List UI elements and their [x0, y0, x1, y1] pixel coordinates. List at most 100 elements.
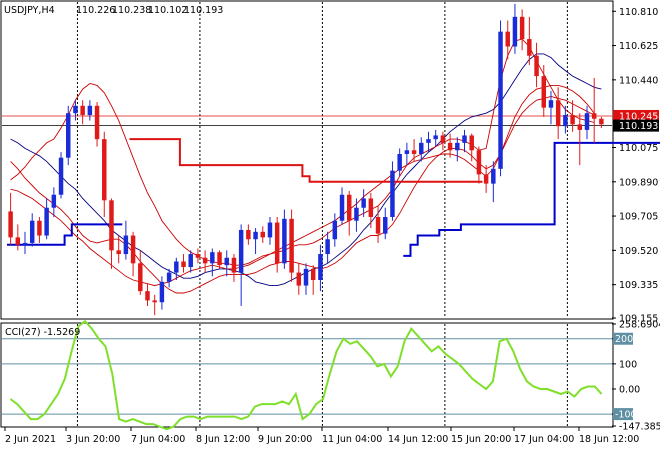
candle-body[interactable] — [375, 216, 381, 234]
candle-body[interactable] — [404, 150, 410, 154]
candle-body[interactable] — [512, 16, 518, 47]
candle-body[interactable] — [534, 55, 539, 77]
candle-body[interactable] — [505, 31, 510, 47]
candle-body[interactable] — [584, 113, 590, 130]
step-channel-line[interactable] — [129, 138, 483, 183]
candle-body[interactable] — [599, 118, 604, 125]
candle-body[interactable] — [181, 261, 186, 268]
candle-body[interactable] — [22, 242, 28, 245]
candle-body[interactable] — [476, 150, 482, 175]
candle-body[interactable] — [419, 142, 424, 154]
candle-body[interactable] — [426, 139, 431, 143]
candle-body[interactable] — [354, 207, 359, 221]
step-channel-line[interactable] — [403, 141, 660, 257]
candle-body[interactable] — [332, 220, 338, 240]
candle-body[interactable] — [260, 231, 266, 238]
candle-body[interactable] — [253, 231, 258, 240]
candle-body[interactable] — [102, 139, 107, 201]
candle-body[interactable] — [447, 142, 453, 151]
candle-body[interactable] — [66, 113, 71, 158]
candle-body[interactable] — [527, 39, 532, 56]
candle-body[interactable] — [145, 291, 150, 301]
candle-body[interactable] — [123, 235, 129, 255]
candle-body[interactable] — [166, 272, 172, 282]
candle-body[interactable] — [231, 257, 237, 273]
candle-body[interactable] — [455, 142, 460, 151]
candle-body[interactable] — [296, 272, 302, 286]
candle-body[interactable] — [469, 135, 474, 151]
candles[interactable] — [8, 3, 604, 316]
candle-body[interactable] — [217, 252, 222, 266]
candle-body[interactable] — [498, 31, 503, 169]
candle-body[interactable] — [202, 257, 208, 264]
candle-body[interactable] — [491, 168, 496, 184]
candle-body[interactable] — [519, 16, 525, 40]
candle-body[interactable] — [289, 218, 294, 273]
candle-body[interactable] — [174, 261, 179, 273]
candle-body[interactable] — [246, 229, 251, 240]
candle-body[interactable] — [138, 263, 143, 292]
candle-body[interactable] — [94, 105, 100, 140]
moving-average-line[interactable] — [10, 38, 595, 266]
candle-body[interactable] — [195, 254, 201, 258]
candle-body[interactable] — [325, 239, 330, 255]
candle-body[interactable] — [188, 254, 193, 268]
candle-body[interactable] — [339, 194, 345, 221]
candle-body[interactable] — [15, 237, 21, 245]
candle-body[interactable] — [577, 124, 583, 130]
x-tick-label: 15 Jun 20:00 — [451, 434, 511, 445]
candle-body[interactable] — [383, 216, 388, 234]
moving-average-line[interactable] — [10, 96, 595, 294]
candle-body[interactable] — [368, 198, 374, 217]
candle-body[interactable] — [591, 113, 597, 119]
x-tick-label: 11 Jun 04:00 — [322, 434, 382, 445]
candle-body[interactable] — [238, 229, 244, 273]
price-tag-box — [613, 119, 659, 132]
candle-body[interactable] — [152, 300, 157, 303]
candle-body[interactable] — [555, 100, 561, 127]
candle-body[interactable] — [116, 250, 121, 255]
candle-body[interactable] — [44, 207, 49, 236]
y-tick-label: 109.335 — [619, 280, 658, 291]
x-tick-label: 14 Jun 12:00 — [388, 434, 448, 445]
candle-body[interactable] — [130, 235, 136, 264]
candle-body[interactable] — [390, 170, 395, 217]
candle-body[interactable] — [541, 76, 546, 108]
candle-body[interactable] — [303, 268, 309, 286]
cci-level-tag-label: -100 — [615, 410, 637, 421]
candle-body[interactable] — [29, 220, 35, 243]
moving-average-line[interactable] — [10, 84, 595, 287]
candle-body[interactable] — [346, 194, 352, 221]
candle-body[interactable] — [318, 254, 323, 281]
candle-body[interactable] — [80, 105, 85, 116]
candle-body[interactable] — [282, 218, 287, 264]
candle-body[interactable] — [570, 115, 575, 125]
candle-body[interactable] — [483, 174, 489, 184]
candle-body[interactable] — [58, 157, 64, 195]
candle-body[interactable] — [87, 105, 93, 116]
candle-body[interactable] — [361, 198, 366, 208]
time-separators — [76, 2, 568, 426]
candle-body[interactable] — [548, 100, 554, 108]
candle-body[interactable] — [433, 135, 438, 140]
candle-body[interactable] — [73, 105, 78, 114]
candle-body[interactable] — [159, 281, 165, 303]
step-channel-line[interactable] — [7, 223, 123, 246]
cci-line[interactable] — [9, 319, 603, 431]
cci-series-line[interactable] — [9, 319, 603, 431]
candle-body[interactable] — [411, 150, 417, 154]
candle-body[interactable] — [109, 200, 114, 251]
candle-body[interactable] — [462, 135, 467, 143]
candle-body[interactable] — [563, 115, 568, 127]
candle-body[interactable] — [310, 268, 316, 281]
candle-body[interactable] — [440, 135, 446, 143]
candle-body[interactable] — [51, 194, 57, 208]
candle-body[interactable] — [267, 222, 273, 238]
candle-body[interactable] — [8, 211, 13, 238]
candle-body[interactable] — [37, 220, 42, 236]
candle-body[interactable] — [397, 153, 402, 171]
indicator-lines[interactable] — [2, 38, 660, 294]
candle-body[interactable] — [224, 257, 229, 266]
candle-body[interactable] — [274, 222, 280, 264]
candle-body[interactable] — [210, 252, 215, 264]
